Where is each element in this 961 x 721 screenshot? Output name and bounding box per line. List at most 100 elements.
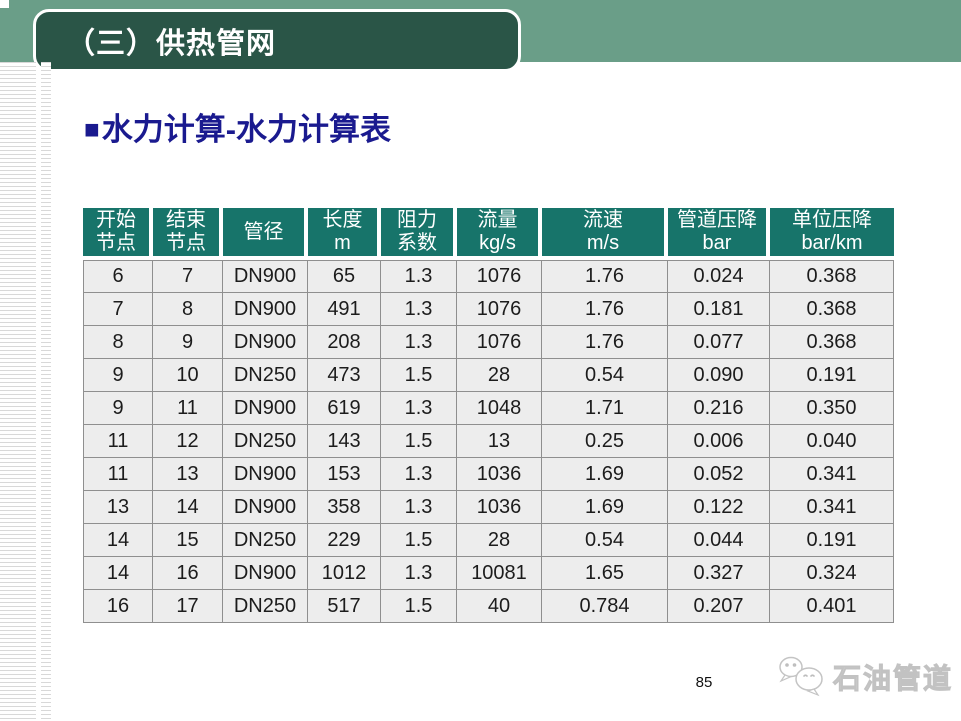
table-cell: 1.71 [542, 392, 668, 425]
table-cell: 0.54 [542, 359, 668, 392]
table-cell: 9 [153, 326, 223, 359]
table-cell: 1.3 [381, 293, 457, 326]
page-number: 85 [695, 674, 713, 691]
table-row: 8 9 DN900 208 1.3 1076 1.76 0.077 0.368 [83, 326, 894, 359]
table-cell: 229 [308, 524, 381, 557]
table-cell: 0.350 [770, 392, 894, 425]
table-cell: 28 [457, 524, 542, 557]
table-cell: 16 [83, 590, 153, 623]
table-cell: DN250 [223, 590, 308, 623]
corner-notch [0, 0, 9, 8]
table-cell: 1.5 [381, 359, 457, 392]
table-cell: DN900 [223, 458, 308, 491]
table-cell: 0.25 [542, 425, 668, 458]
table-cell: 10 [153, 359, 223, 392]
table-cell: 0.181 [668, 293, 770, 326]
table-cell: 358 [308, 491, 381, 524]
table-cell: 7 [153, 260, 223, 293]
watermark: 石油管道 [776, 654, 953, 700]
table-cell: 0.090 [668, 359, 770, 392]
table-cell: 0.327 [668, 557, 770, 590]
table-cell: 11 [83, 458, 153, 491]
table-cell: 1.3 [381, 326, 457, 359]
table-cell: 1.3 [381, 557, 457, 590]
table-cell: 1.5 [381, 590, 457, 623]
table-cell: 0.368 [770, 326, 894, 359]
table-cell: 1.5 [381, 524, 457, 557]
table-cell: DN900 [223, 293, 308, 326]
section-title: （三）供热管网 [66, 27, 277, 60]
table-row: 9 11 DN900 619 1.3 1048 1.71 0.216 0.350 [83, 392, 894, 425]
table-cell: 6 [83, 260, 153, 293]
table-cell: 0.784 [542, 590, 668, 623]
col-header-start-node: 开始 节点 [83, 208, 153, 260]
table-cell: 1.76 [542, 260, 668, 293]
left-stripes-narrow [41, 62, 51, 721]
table-cell: 17 [153, 590, 223, 623]
table-cell: DN900 [223, 491, 308, 524]
table-cell: 0.401 [770, 590, 894, 623]
table-cell: 0.191 [770, 359, 894, 392]
table-cell: DN250 [223, 524, 308, 557]
hydraulic-calc-table-wrap: 开始 节点 结束 节点 管径 长度 m 阻力 系数 流量 kg/s 流速 m [83, 208, 894, 623]
table-cell: 1.3 [381, 260, 457, 293]
table-cell: 13 [457, 425, 542, 458]
table-cell: 208 [308, 326, 381, 359]
table-cell: 13 [83, 491, 153, 524]
table-cell: DN250 [223, 359, 308, 392]
left-stripes-wide [0, 62, 36, 721]
table-cell: 0.324 [770, 557, 894, 590]
table-cell: 8 [153, 293, 223, 326]
table-cell: 1036 [457, 491, 542, 524]
section-title-box: （三）供热管网 [33, 9, 521, 72]
table-cell: 0.024 [668, 260, 770, 293]
table-cell: 0.207 [668, 590, 770, 623]
table-cell: 14 [83, 524, 153, 557]
table-cell: 0.368 [770, 293, 894, 326]
table-cell: 1.3 [381, 491, 457, 524]
table-cell: 11 [153, 392, 223, 425]
table-cell: 28 [457, 359, 542, 392]
table-cell: 0.122 [668, 491, 770, 524]
table-row: 9 10 DN250 473 1.5 28 0.54 0.090 0.191 [83, 359, 894, 392]
table-cell: 11 [83, 425, 153, 458]
table-cell: 0.191 [770, 524, 894, 557]
col-header-end-node: 结束 节点 [153, 208, 223, 260]
table-cell: 0.54 [542, 524, 668, 557]
table-cell: 1.65 [542, 557, 668, 590]
table-cell: 0.341 [770, 491, 894, 524]
table-cell: 1.76 [542, 293, 668, 326]
square-bullet-icon: ■ [84, 114, 100, 144]
table-cell: 0.368 [770, 260, 894, 293]
table-cell: DN900 [223, 260, 308, 293]
col-header-length: 长度 m [308, 208, 381, 260]
table-cell: 0.044 [668, 524, 770, 557]
table-cell: 143 [308, 425, 381, 458]
table-cell: 0.052 [668, 458, 770, 491]
table-cell: 1076 [457, 293, 542, 326]
hydraulic-calc-table: 开始 节点 结束 节点 管径 长度 m 阻力 系数 流量 kg/s 流速 m [83, 208, 894, 623]
table-cell: DN900 [223, 326, 308, 359]
table-row: 7 8 DN900 491 1.3 1076 1.76 0.181 0.368 [83, 293, 894, 326]
table-body: 6 7 DN900 65 1.3 1076 1.76 0.024 0.368 7… [83, 260, 894, 623]
table-cell: 65 [308, 260, 381, 293]
col-header-velocity: 流速 m/s [542, 208, 668, 260]
table-cell: 40 [457, 590, 542, 623]
table-cell: 1.76 [542, 326, 668, 359]
table-cell: 12 [153, 425, 223, 458]
table-row: 16 17 DN250 517 1.5 40 0.784 0.207 0.401 [83, 590, 894, 623]
col-header-resistance-coeff: 阻力 系数 [381, 208, 457, 260]
table-cell: 0.216 [668, 392, 770, 425]
table-row: 14 16 DN900 1012 1.3 10081 1.65 0.327 0.… [83, 557, 894, 590]
col-header-flow-rate: 流量 kg/s [457, 208, 542, 260]
table-cell: 473 [308, 359, 381, 392]
header-row: 开始 节点 结束 节点 管径 长度 m 阻力 系数 流量 kg/s 流速 m [83, 208, 894, 260]
table-row: 6 7 DN900 65 1.3 1076 1.76 0.024 0.368 [83, 260, 894, 293]
table-cell: 14 [83, 557, 153, 590]
table-cell: 14 [153, 491, 223, 524]
table-cell: 1076 [457, 326, 542, 359]
slide-subtitle: ■水力计算-水力计算表 [84, 104, 391, 149]
table-cell: 491 [308, 293, 381, 326]
table-row: 13 14 DN900 358 1.3 1036 1.69 0.122 0.34… [83, 491, 894, 524]
table-cell: DN900 [223, 557, 308, 590]
